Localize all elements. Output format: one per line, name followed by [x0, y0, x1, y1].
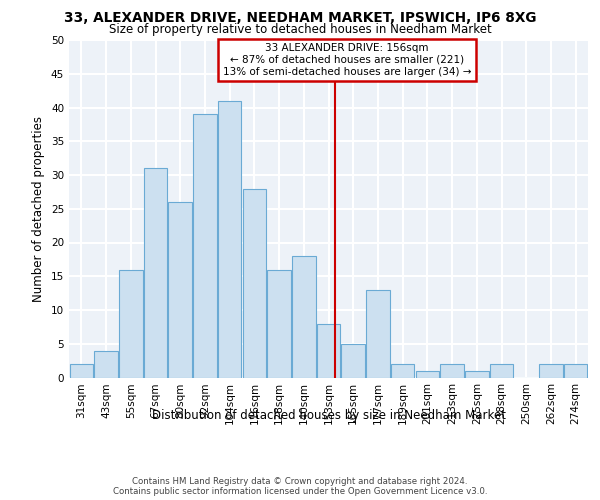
Bar [70, 364, 93, 378]
Bar [416, 371, 439, 378]
Bar [94, 350, 118, 378]
Bar [366, 290, 389, 378]
Text: Contains HM Land Registry data © Crown copyright and database right 2024.
Contai: Contains HM Land Registry data © Crown c… [113, 476, 487, 496]
Text: Size of property relative to detached houses in Needham Market: Size of property relative to detached ho… [109, 22, 491, 36]
Text: 33 ALEXANDER DRIVE: 156sqm
← 87% of detached houses are smaller (221)
13% of sem: 33 ALEXANDER DRIVE: 156sqm ← 87% of deta… [223, 44, 471, 76]
Bar [242, 188, 266, 378]
Bar [341, 344, 365, 378]
Bar [144, 168, 167, 378]
Text: 33, ALEXANDER DRIVE, NEEDHAM MARKET, IPSWICH, IP6 8XG: 33, ALEXANDER DRIVE, NEEDHAM MARKET, IPS… [64, 11, 536, 25]
Bar [218, 101, 241, 377]
Bar [193, 114, 217, 378]
Text: Distribution of detached houses by size in Needham Market: Distribution of detached houses by size … [152, 408, 506, 422]
Y-axis label: Number of detached properties: Number of detached properties [32, 116, 46, 302]
Bar [539, 364, 563, 378]
Bar [465, 371, 488, 378]
Bar [268, 270, 291, 378]
Bar [440, 364, 464, 378]
Bar [292, 256, 316, 378]
Bar [564, 364, 587, 378]
Bar [119, 270, 143, 378]
Bar [391, 364, 415, 378]
Bar [169, 202, 192, 378]
Bar [317, 324, 340, 378]
Bar [490, 364, 513, 378]
